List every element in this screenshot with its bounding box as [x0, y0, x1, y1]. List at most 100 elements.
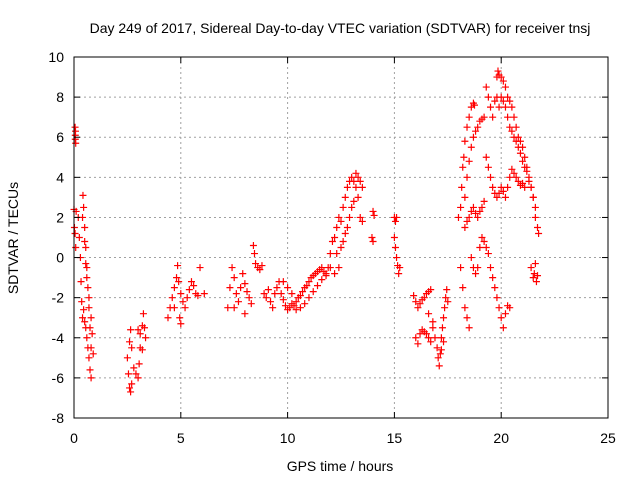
data-point — [523, 167, 531, 175]
data-point — [497, 314, 505, 322]
y-tick-label: -2 — [52, 290, 65, 306]
data-point — [414, 340, 422, 348]
data-point — [535, 229, 543, 237]
data-point — [504, 93, 512, 101]
data-point — [194, 292, 202, 300]
data-point — [269, 304, 277, 312]
data-point — [443, 286, 451, 294]
data-point — [123, 354, 131, 362]
data-point — [305, 278, 313, 286]
data-point — [368, 234, 376, 241]
data-point — [459, 163, 467, 171]
data-point — [326, 264, 334, 272]
data-point — [436, 350, 444, 358]
ticks — [73, 56, 609, 419]
data-point — [487, 103, 495, 111]
data-point — [87, 374, 95, 382]
data-point — [437, 346, 445, 354]
data-point — [337, 244, 345, 252]
data-point — [296, 304, 304, 312]
data-point — [82, 260, 90, 268]
data-point — [516, 149, 524, 157]
data-point — [427, 286, 435, 294]
data-point — [237, 284, 245, 292]
data-point — [478, 234, 486, 241]
data-point — [461, 223, 469, 231]
data-point — [83, 334, 91, 342]
data-point — [506, 304, 514, 312]
data-point — [471, 101, 478, 109]
data-point — [130, 364, 138, 372]
data-point — [333, 223, 341, 231]
data-point — [354, 173, 362, 181]
data-point — [346, 213, 354, 221]
data-point — [77, 278, 85, 286]
data-point — [170, 284, 178, 292]
data-point — [354, 193, 362, 201]
data-point — [435, 362, 443, 370]
data-point — [288, 290, 296, 298]
data-point — [200, 290, 208, 298]
data-point — [181, 304, 189, 312]
data-point — [444, 298, 452, 306]
data-point — [350, 177, 358, 185]
data-point — [489, 274, 497, 282]
data-point — [179, 298, 187, 306]
data-point — [333, 250, 341, 258]
data-point — [277, 290, 285, 298]
data-point — [476, 244, 484, 252]
data-point — [290, 302, 298, 310]
data-point — [127, 388, 135, 396]
data-point — [493, 193, 501, 201]
data-point — [170, 304, 178, 312]
data-point — [497, 183, 505, 191]
data-point — [249, 242, 257, 250]
data-point — [72, 139, 80, 147]
data-point — [472, 270, 480, 278]
data-point — [487, 173, 495, 181]
data-point — [177, 290, 185, 298]
data-point — [497, 93, 505, 101]
data-point — [176, 314, 184, 322]
data-point — [174, 262, 182, 270]
data-point — [239, 270, 247, 278]
data-point — [79, 191, 87, 199]
data-point — [140, 324, 148, 332]
data-point — [258, 262, 266, 270]
data-point — [416, 330, 424, 338]
data-point — [495, 304, 503, 312]
data-point — [370, 211, 378, 219]
data-point — [460, 153, 468, 161]
data-point — [463, 123, 471, 131]
chart-title: Day 249 of 2017, Sidereal Day-to-day VTE… — [90, 20, 591, 36]
data-point — [322, 272, 330, 280]
data-point — [412, 298, 420, 306]
data-point — [461, 193, 469, 201]
data-point — [495, 103, 503, 111]
data-point — [480, 238, 488, 246]
data-point — [348, 203, 356, 211]
data-point — [514, 177, 522, 185]
data-point — [482, 83, 490, 91]
data-point — [391, 217, 399, 225]
data-point — [72, 244, 80, 252]
data-point — [173, 274, 181, 282]
data-point — [128, 344, 136, 352]
data-point — [510, 169, 518, 177]
data-point — [369, 207, 377, 215]
data-point — [264, 286, 272, 294]
data-point — [512, 123, 520, 131]
data-point — [164, 314, 172, 322]
x-tick-labels: 0 5 10 15 20 25 — [70, 430, 616, 446]
data-point — [75, 234, 83, 241]
data-point — [440, 314, 448, 322]
data-point — [510, 133, 518, 141]
data-point — [422, 330, 430, 338]
data-point — [469, 133, 477, 141]
data-point — [226, 284, 234, 292]
data-point — [414, 304, 422, 312]
data-point — [438, 324, 446, 332]
data-point — [506, 97, 514, 105]
data-point — [326, 250, 334, 258]
